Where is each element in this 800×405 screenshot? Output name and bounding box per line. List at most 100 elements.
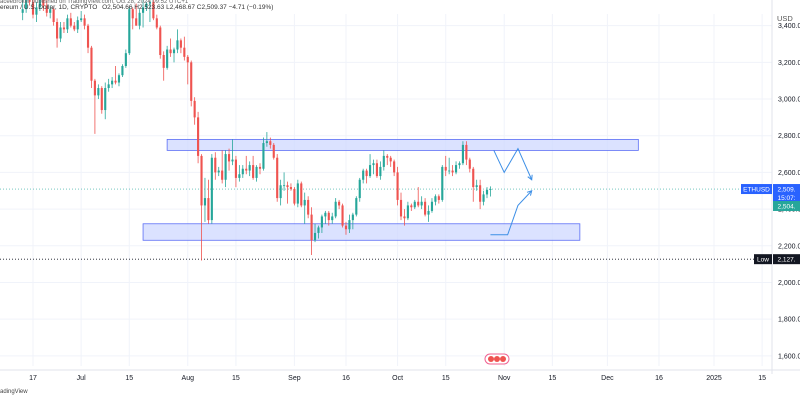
candle-body-down (197, 117, 200, 156)
candle-body-down (131, 9, 134, 19)
candle-body-up (104, 88, 107, 111)
candle-body-down (465, 144, 468, 160)
x-tick-label: 16 (655, 375, 663, 382)
candle-body-up (128, 9, 131, 54)
y-tick-label: 2,200.00 (778, 243, 800, 250)
candle-body-down (286, 185, 289, 188)
candle-body-down (252, 165, 255, 178)
candle-body-down (207, 198, 210, 221)
published-line: aceebroker published on TradingView.com,… (0, 0, 189, 5)
candle-body-down (169, 49, 172, 54)
x-tick-label: Aug (182, 375, 195, 382)
candle-body-up (172, 49, 176, 54)
candle-body-up (148, 1, 152, 4)
candle-body-up (80, 18, 83, 21)
candle-body-up (217, 170, 220, 173)
candle-body-up (21, 9, 24, 13)
candle-body-down (389, 157, 392, 162)
candle-body-up (420, 201, 423, 206)
candle-body-down (468, 159, 471, 169)
candle-body-up (107, 84, 110, 89)
event-dot-icon (488, 356, 494, 362)
candle-body-down (437, 196, 440, 200)
symbol-tag-box (741, 184, 772, 195)
candle-body-up (303, 199, 306, 206)
candle-body-down (56, 22, 59, 39)
x-tick-label: 16 (342, 375, 350, 382)
y-tick-label: 2,000.00 (778, 280, 800, 287)
candle-body-down (269, 141, 272, 145)
candle-body-down (245, 168, 248, 171)
candle-body-up (362, 170, 365, 180)
y-tick-label: 2,800.00 (778, 133, 800, 140)
candle-body-up (461, 144, 464, 164)
candle-body-down (444, 166, 447, 171)
y-tick-label: 1,800.00 (778, 317, 800, 324)
candle-body-down (100, 88, 103, 111)
candle-body-down (479, 185, 482, 202)
x-tick-label: Jul (77, 375, 86, 382)
candle-body-down (90, 47, 93, 81)
low-price-tag-box (773, 254, 800, 265)
candle-body-down (396, 172, 399, 200)
candle-body-down (190, 62, 193, 101)
x-tick-label: 15 (232, 375, 240, 382)
candle-body-down (45, 5, 48, 13)
candle-body-down (393, 161, 396, 173)
candle-body-down (73, 25, 76, 30)
candle-body-down (258, 166, 262, 169)
low-title-tag-box (754, 254, 772, 265)
last-price-tag-text: 2,509. (777, 187, 795, 194)
candle-body-up (458, 163, 461, 166)
candle-body-up (166, 49, 169, 68)
y-tick-label: 3,000.00 (778, 97, 800, 104)
x-tick-label: Oct (392, 375, 403, 382)
resistance-zone (166, 138, 639, 151)
candle-body-up (379, 166, 382, 177)
x-tick-label: Dec (601, 375, 614, 382)
x-tick-label: 15 (125, 375, 133, 382)
candle-body-down (93, 80, 96, 96)
candle-body-down (310, 214, 313, 241)
x-tick-label: Nov (498, 375, 511, 382)
ohlc-readout: O2,504.66 H2,523.63 L2,468.67 C2,509.37 … (102, 4, 274, 11)
x-tick-label: 17 (29, 375, 37, 382)
candle-body-down (289, 187, 293, 189)
candle-body-down (62, 27, 66, 30)
x-tick-label: 15 (758, 375, 766, 382)
tradingview-logo: adingView (0, 389, 28, 395)
candle-body-up (25, 0, 28, 10)
candle-body-up (66, 18, 69, 30)
countdown-tag-box (773, 192, 800, 203)
candle-body-down (227, 154, 231, 162)
candle-body-up (351, 214, 354, 221)
candle-body-up (283, 185, 286, 187)
candle-body-down (214, 157, 217, 173)
candle-body-up (255, 166, 258, 178)
projection-arrow-head (526, 189, 533, 196)
candle-body-up (427, 210, 430, 215)
candle-body-down (135, 18, 138, 26)
candle-body-up (454, 165, 458, 173)
candle-body-down (114, 80, 117, 83)
candle-body-up (49, 9, 52, 13)
candle-body-down (403, 216, 406, 219)
candle-body-up (141, 7, 145, 13)
candle-body-down (365, 170, 368, 177)
candle-body-up (368, 165, 372, 177)
candle-body-up (372, 163, 375, 166)
candle-body-down (155, 18, 158, 28)
candle-body-up (317, 227, 320, 233)
candle-body-up (485, 189, 489, 195)
candle-body-up (203, 198, 207, 206)
candle-body-down (28, 0, 31, 2)
candle-body-up (121, 66, 124, 76)
candle-body-up (97, 88, 100, 96)
candle-body-up (76, 20, 79, 30)
candle-body-up (324, 212, 327, 217)
candle-body-up (430, 201, 434, 211)
y-tick-label: 2,600.00 (778, 170, 800, 177)
candle-body-down (83, 18, 86, 26)
